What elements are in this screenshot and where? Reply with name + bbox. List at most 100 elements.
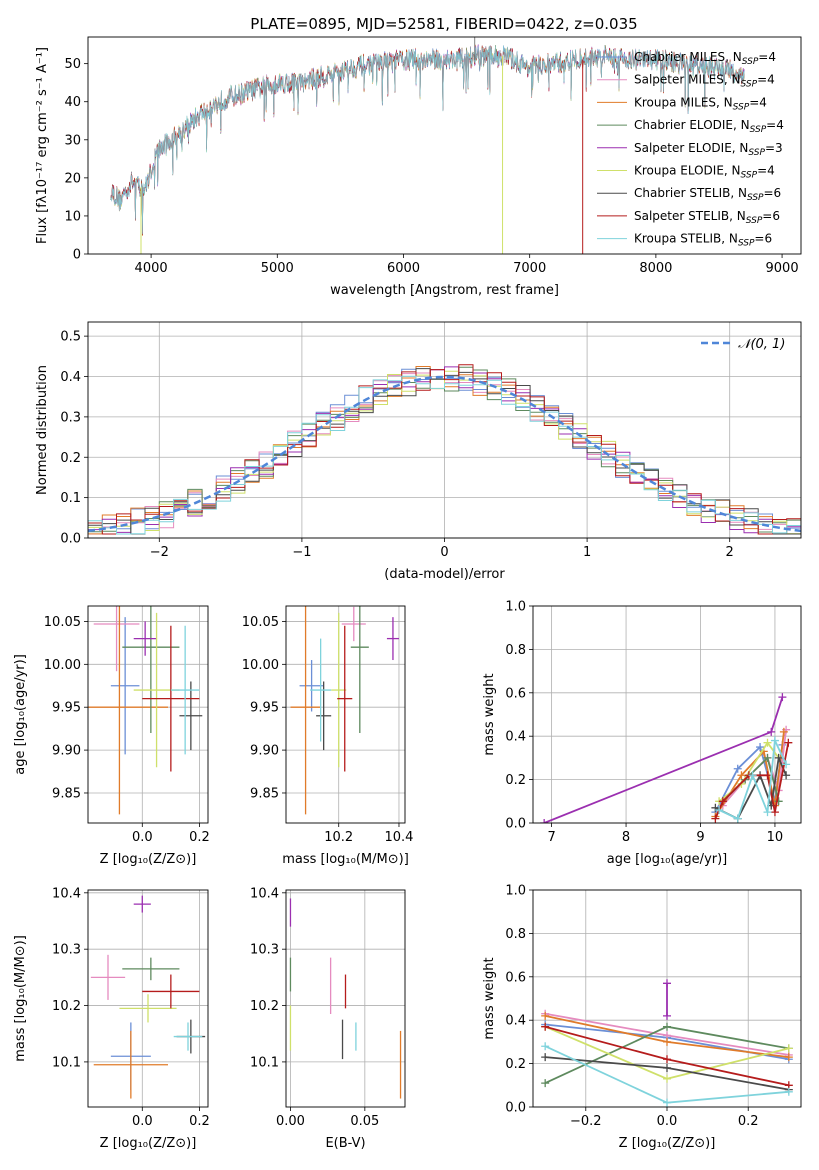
- axes-frame: [285, 889, 406, 1108]
- age_vs_mass-axes: 10.2 10.4 9.85 9.90 9.95 10.00 10.05 mass [log₁…: [242, 605, 413, 867]
- y-tick-label: 10.00: [242, 658, 279, 673]
- legend-label: Kroupa STELIB, NSSP=6: [634, 232, 772, 249]
- weight-marker: [733, 764, 742, 773]
- axes-frame: [532, 889, 802, 1108]
- errorbar-point-chabrier_elodie: [122, 606, 180, 733]
- y-tick-label: 0.2: [505, 1057, 526, 1072]
- y-tick-label: 40: [64, 95, 81, 110]
- axes-frame: [87, 605, 209, 824]
- y-tick-label: 9.90: [250, 744, 279, 759]
- y-tick-label: 9.95: [250, 701, 279, 716]
- legend-name: Salpeter ELODIE, N: [634, 141, 748, 155]
- errorbar-point-salpeter_miles: [341, 606, 366, 642]
- axes-frame: [285, 605, 406, 824]
- errorbar-point-kroupa_miles: [290, 606, 321, 815]
- y-axis-label: mass [log₁₀(M/M⊙)]: [13, 935, 28, 1062]
- legend-label: Kroupa MILES, NSSP=4: [634, 95, 767, 112]
- x-tick-label: 6000: [387, 261, 420, 276]
- errorbar-point-chabrier_stelib: [316, 681, 332, 751]
- errorbar-point-kroupa_elodie: [119, 994, 177, 1023]
- legend-suffix: =4: [766, 118, 784, 132]
- y-tick-label: 0.1: [60, 491, 81, 506]
- y-tick-label: 0.3: [60, 410, 81, 425]
- weight-marker: [767, 727, 776, 736]
- weight_vs_Z-axes: −0.2 0.0 0.2 0.0 0.2 0.4 0.6 0.8 1.0 Z [log₁₀(Z/Z…: [482, 884, 802, 1151]
- weight-marker: [663, 1055, 671, 1064]
- legend-sub: SSP: [746, 216, 763, 226]
- y-axis-label: Normed distribution: [35, 365, 50, 495]
- errorbar-point-chabrier_miles: [299, 660, 324, 712]
- histogram-step-chabrier_miles: [88, 368, 801, 535]
- x-tick-label: 10.4: [384, 830, 413, 845]
- legend-suffix: =6: [764, 186, 782, 200]
- weight-marker: [663, 1063, 671, 1072]
- y-tick-label: 20: [64, 171, 81, 186]
- x-axis-label: mass [log₁₀(M/M⊙)]: [282, 852, 409, 867]
- weight-marker: [663, 979, 671, 988]
- legend-sub: SSP: [738, 239, 755, 249]
- weight-marker: [770, 736, 779, 745]
- y-axis-label: age [log₁₀(age/yr)]: [13, 654, 28, 775]
- errorbar-point-salpeter_stelib: [337, 625, 353, 772]
- y-axis-label: mass weight: [482, 673, 497, 755]
- y-tick-label: 30: [64, 133, 81, 148]
- weight_vs_Z-plot: [541, 979, 793, 1107]
- y-tick-label: 10.3: [250, 943, 279, 958]
- weight-marker: [782, 771, 791, 780]
- weight-marker: [541, 1011, 550, 1020]
- mass_vs_EBV-axes: 0.00 0.05 10.1 10.2 10.3 10.4 E(B-V): [250, 886, 406, 1151]
- x-axis-label: Z [log₁₀(Z/Z⊙)]: [100, 1136, 197, 1151]
- spectrum-line-kroupa_stelib: [110, 45, 745, 234]
- weight-marker: [715, 805, 724, 814]
- y-axis-label: Flux [fλ10⁻¹⁷ erg cm⁻² s⁻¹ A⁻¹]: [35, 47, 50, 244]
- legend-sub: SSP: [742, 57, 759, 67]
- errorbar-point-chabrier_elodie: [122, 957, 180, 981]
- y-tick-label: 0.4: [505, 730, 526, 745]
- y-tick-label: 0.6: [505, 686, 526, 701]
- y-tick-label: 50: [64, 57, 81, 72]
- y-tick-label: 10.1: [52, 1055, 81, 1070]
- legend-suffix: =6: [754, 232, 772, 246]
- legend-name: Kroupa MILES, N: [634, 95, 733, 109]
- weight-marker: [540, 819, 549, 823]
- weight-marker: [541, 1053, 550, 1062]
- x-tick-label: 0.05: [350, 1114, 379, 1129]
- x-tick-label: 7: [547, 830, 555, 845]
- y-tick-label: 10.2: [250, 999, 279, 1014]
- weight-marker: [763, 771, 772, 780]
- weight-marker: [541, 1079, 550, 1088]
- legend-sub: SSP: [750, 125, 767, 135]
- weight-marker: [763, 808, 772, 817]
- residuals-plot: [88, 364, 801, 535]
- x-tick-label: −1: [292, 545, 311, 560]
- legend-sub: SSP: [741, 80, 758, 90]
- errorbar-point-salpeter_miles: [93, 606, 140, 672]
- x-tick-label: 7000: [513, 261, 546, 276]
- legend-label: Chabrier ELODIE, NSSP=4: [634, 118, 784, 135]
- mass_vs_EBV-plot: [289, 898, 402, 1099]
- x-tick-label: 5000: [261, 261, 294, 276]
- weight-marker: [663, 1011, 671, 1020]
- x-tick-label: 9000: [766, 261, 799, 276]
- legend-sub: SSP: [748, 148, 765, 158]
- legend-suffix: =3: [765, 141, 783, 155]
- errorbar-point-salpeter_elodie: [386, 617, 399, 661]
- y-tick-label: 0.8: [505, 643, 526, 658]
- legend-sub: SSP: [733, 102, 750, 112]
- y-tick-label: 0.0: [505, 1101, 526, 1116]
- legend-name: Chabrier MILES, N: [634, 50, 742, 64]
- y-tick-label: 0: [73, 248, 81, 263]
- weight-marker: [737, 771, 746, 780]
- y-tick-label: 10.2: [52, 999, 81, 1014]
- axes-frame: [87, 36, 802, 255]
- x-axis-label: age [log₁₀(age/yr)]: [607, 852, 728, 867]
- legend-label: Salpeter ELODIE, NSSP=3: [634, 141, 783, 158]
- errorbar-point-kroupa_stelib: [170, 625, 200, 755]
- weight-marker: [784, 1053, 793, 1062]
- legend-sub: SSP: [741, 171, 758, 181]
- weight-marker: [774, 797, 783, 806]
- weight-line-kroupa_stelib: [718, 737, 787, 820]
- legend-label: 𝒩(0, 1): [738, 337, 785, 352]
- x-axis-label: Z [log₁₀(Z/Z⊙)]: [619, 1136, 716, 1151]
